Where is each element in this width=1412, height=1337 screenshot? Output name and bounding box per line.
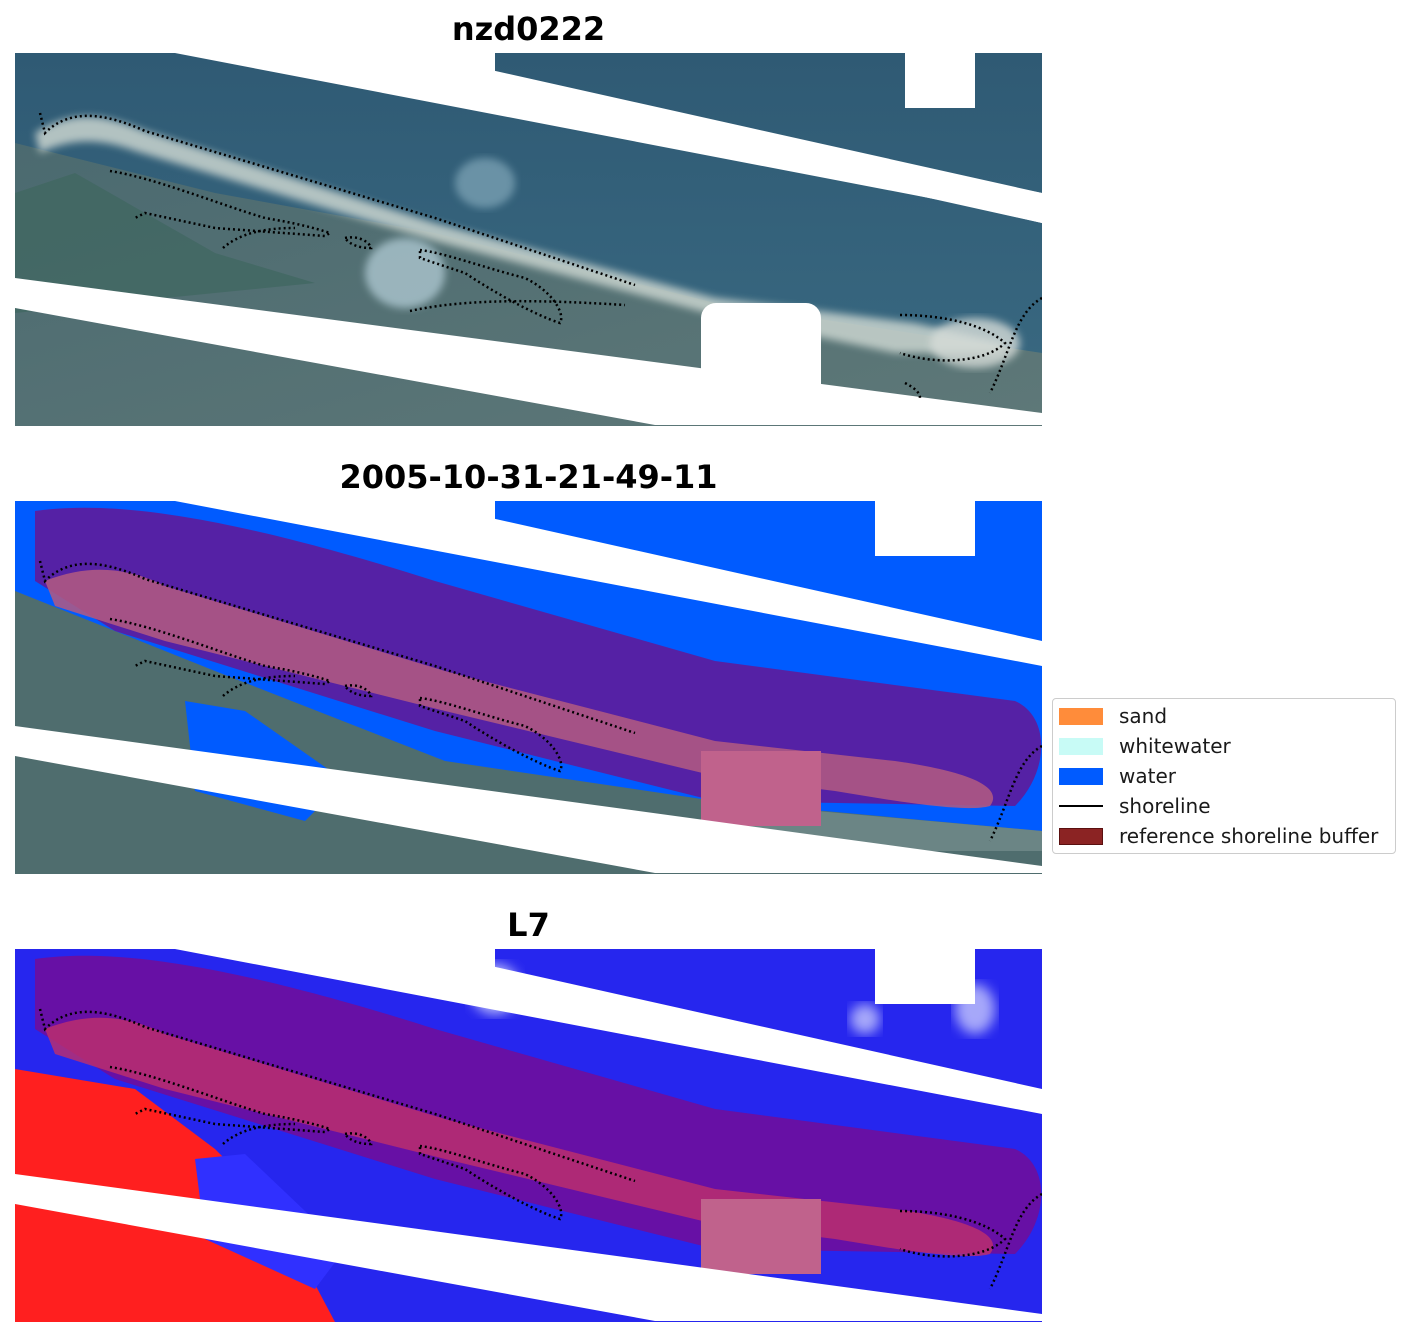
shoreline-swatch xyxy=(1059,805,1103,807)
panel-title-l7: L7 xyxy=(507,906,550,944)
panel-title-classified: 2005-10-31-21-49-11 xyxy=(339,458,718,496)
legend-item-whitewater: whitewater xyxy=(1059,731,1231,761)
legend-label: shoreline xyxy=(1119,794,1211,818)
legend-item-water: water xyxy=(1059,761,1176,791)
rgb-image-panel xyxy=(15,53,1042,426)
legend-item-shoreline: shoreline xyxy=(1059,791,1211,821)
legend-label: reference shoreline buffer xyxy=(1119,824,1379,848)
nodata-block xyxy=(701,303,821,403)
panel-title-rgb: nzd0222 xyxy=(451,10,606,48)
l7-index-panel xyxy=(15,949,1042,1322)
buffer-inner xyxy=(45,569,994,809)
legend: sand whitewater water shoreline referenc… xyxy=(1052,698,1396,854)
water-swatch xyxy=(1059,767,1103,785)
buffer-swatch xyxy=(1059,827,1103,845)
shoreline-main xyxy=(38,112,636,287)
beach-strip xyxy=(35,116,1005,353)
legend-label: whitewater xyxy=(1119,734,1231,758)
legend-item-sand: sand xyxy=(1059,701,1167,731)
classified-panel xyxy=(15,501,1042,874)
legend-label: sand xyxy=(1119,704,1168,728)
legend-label: water xyxy=(1119,764,1176,788)
sand-swatch xyxy=(1059,707,1103,725)
legend-item-buffer: reference shoreline buffer xyxy=(1059,821,1378,851)
buffer-overlay xyxy=(35,507,1042,806)
whitewater-swatch xyxy=(1059,737,1103,755)
